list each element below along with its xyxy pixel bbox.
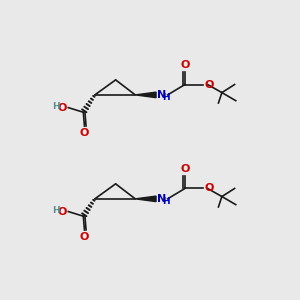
- Polygon shape: [135, 196, 156, 202]
- Text: O: O: [58, 103, 67, 112]
- Text: O: O: [204, 80, 214, 89]
- Polygon shape: [135, 92, 156, 98]
- Text: H: H: [163, 93, 170, 102]
- Text: O: O: [80, 232, 89, 242]
- Text: H: H: [163, 197, 170, 206]
- Text: H: H: [52, 206, 59, 215]
- Text: N: N: [157, 90, 167, 100]
- Text: H: H: [52, 102, 59, 111]
- Text: O: O: [80, 128, 89, 138]
- Text: N: N: [157, 194, 167, 204]
- Text: O: O: [204, 184, 214, 194]
- Text: O: O: [180, 164, 190, 174]
- Text: O: O: [58, 207, 67, 217]
- Text: O: O: [180, 60, 190, 70]
